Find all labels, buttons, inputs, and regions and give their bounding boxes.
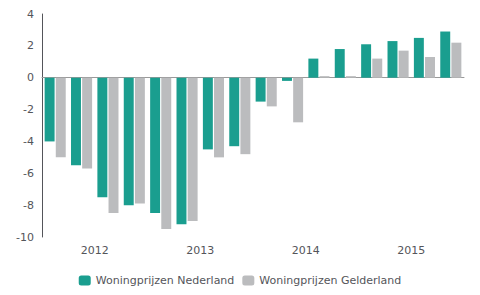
svg-text:2015: 2015 (397, 244, 425, 257)
svg-text:0: 0 (27, 71, 34, 84)
svg-text:-8: -8 (23, 199, 34, 212)
svg-text:-10: -10 (16, 231, 34, 244)
svg-text:4: 4 (27, 8, 34, 21)
svg-text:2: 2 (27, 39, 34, 52)
svg-text:Woningprijzen Gelderland: Woningprijzen Gelderland (259, 274, 401, 287)
svg-text:2014: 2014 (292, 244, 320, 257)
svg-text:-2: -2 (23, 103, 34, 116)
svg-text:-6: -6 (23, 167, 34, 180)
svg-text:-4: -4 (23, 135, 34, 148)
svg-text:Woningprijzen Nederland: Woningprijzen Nederland (96, 274, 235, 287)
svg-text:2013: 2013 (186, 244, 214, 257)
svg-text:2012: 2012 (81, 244, 109, 257)
